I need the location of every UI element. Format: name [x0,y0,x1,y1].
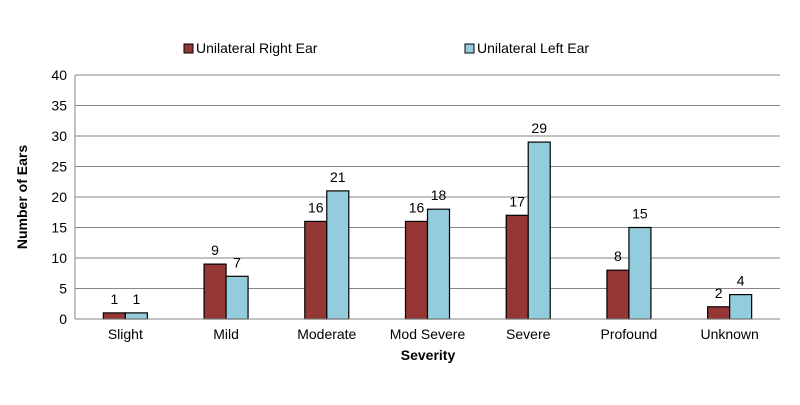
legend-label-right-ear: Unilateral Right Ear [196,40,318,56]
data-label: 17 [509,193,525,209]
bar-right-ear [203,263,227,320]
y-axis-title: Number of Ears [14,145,30,249]
legend-swatch-right-ear [183,43,194,54]
legend: Unilateral Right Ear Unilateral Left Ear [183,40,589,56]
data-label: 29 [531,120,547,136]
data-label: 1 [110,291,118,307]
data-label: 16 [308,199,324,215]
x-tick-label: Mod Severe [390,326,466,342]
bar-right-ear [304,220,328,320]
bar-left-ear [326,190,350,320]
bar-left-ear [729,294,753,320]
y-tick-label: 35 [51,98,67,114]
bar-left-ear [426,208,451,320]
bar-right-ear [102,312,126,320]
x-tick-label: Mild [213,326,239,342]
y-tick-label: 20 [51,189,67,205]
y-tick-label: 30 [51,128,67,144]
data-label: 18 [431,187,447,203]
x-tick-label: Unknown [700,326,758,342]
data-label: 16 [409,199,425,215]
y-tick-label: 15 [51,220,67,236]
data-label: 21 [330,169,346,185]
bar-left-ear [527,141,551,320]
x-tick-label: Slight [108,326,143,342]
legend-swatch-left-ear [464,43,475,54]
x-tick-label: Moderate [297,326,356,342]
x-tick-label: Profound [601,326,658,342]
bar-left-ear [124,312,148,320]
data-label: 9 [211,242,219,258]
y-tick-label: 25 [51,159,67,175]
x-tick-labels: Slight Mild Moderate Mod Severe Severe Profou… [108,326,759,342]
y-tick-label: 0 [59,311,67,327]
bar-right-ear [707,306,731,320]
data-label: 8 [614,248,622,264]
data-label: 7 [233,254,241,270]
legend-label-left-ear: Unilateral Left Ear [477,40,589,56]
y-tick-label: 5 [59,281,67,297]
bars [102,141,753,320]
bar-right-ear [404,220,429,320]
data-label: 1 [132,291,140,307]
bar-right-ear [505,214,529,320]
data-labels: 1 1 97 16 21 16 18 17 29 8 15 24 [110,120,744,307]
y-tick-labels: 0 5 10 15 20 25 30 35 40 [51,67,67,327]
bar-left-ear [225,275,249,320]
y-tick-label: 40 [51,67,67,83]
x-tick-label: Severe [506,326,551,342]
x-axis-title: Severity [401,347,456,363]
bar-left-ear [628,226,652,320]
y-tick-label: 10 [51,250,67,266]
bar-right-ear [606,269,630,320]
data-label: 4 [737,273,745,289]
data-label: 15 [632,206,648,222]
data-label: 2 [715,285,723,301]
